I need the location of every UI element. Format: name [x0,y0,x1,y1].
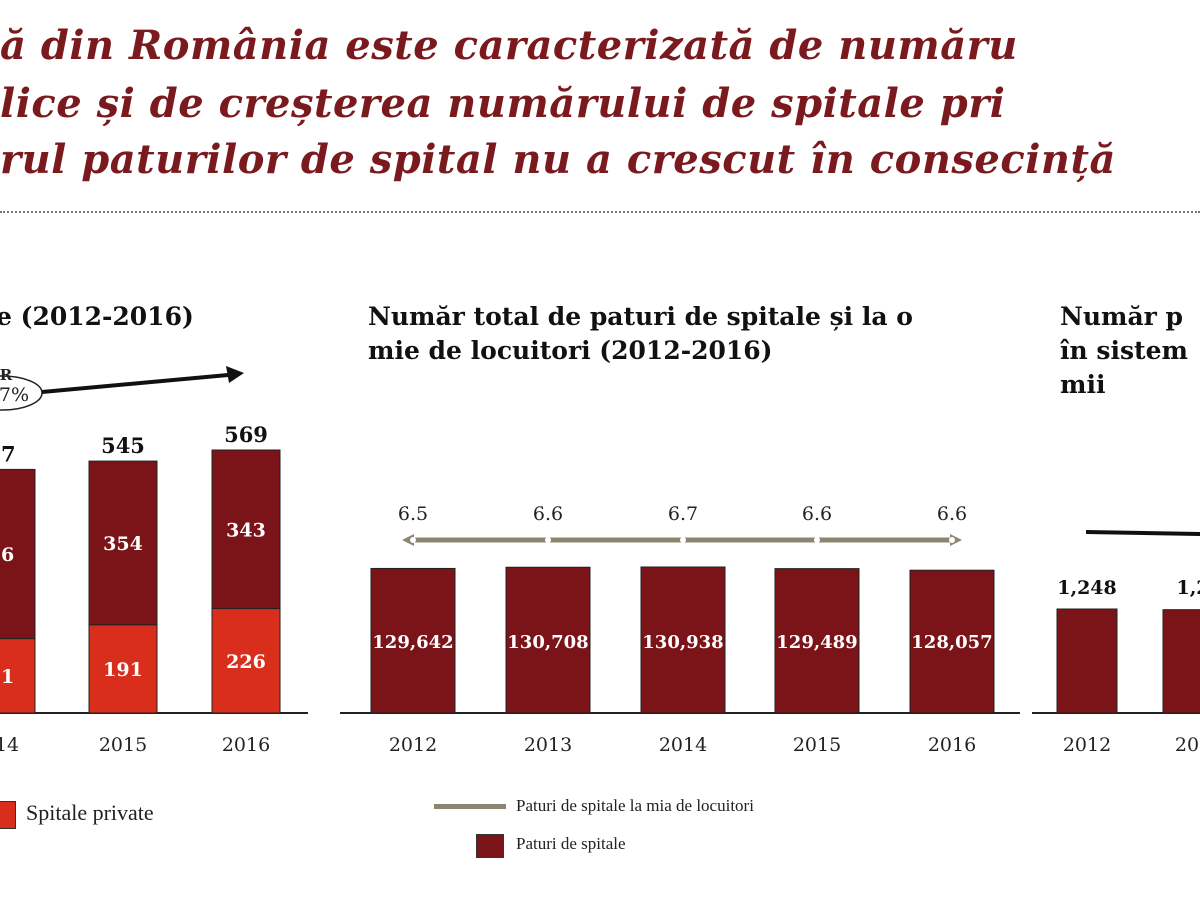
chart1-title: e (2012-2016) [0,302,194,331]
bar-beds-2016 [909,569,995,714]
legend-private-swatch [0,801,16,829]
headline-line-3: rul paturilor de spital nu a crescut în … [0,136,1116,183]
label-private-2016: 226 [226,651,266,673]
chart3-title-line1: Număr p [1060,302,1184,331]
label-beds-2015: 129,489 [776,632,857,653]
legend-bar-label: Paturi de spitale [516,834,626,853]
label-chart3-2012: 1,248 [1057,577,1117,599]
xtick-2015: 2015 [793,734,841,756]
xtick-2013: 2013 [524,734,572,756]
legend-bar-swatch [476,834,504,858]
bar-public-2016 [211,449,281,610]
label-private-2014: 61 [0,666,14,688]
dotted-separator [0,211,1200,213]
bar-beds-2012 [370,567,456,714]
xtick-chart3-2012: 2012 [1063,734,1111,756]
label-beds-2013: 130,708 [507,632,588,653]
label-chart3-201: 1,2 [1176,577,1200,599]
cagr-ellipse [0,375,43,411]
bar-public-2015 [88,460,158,626]
xtick-chart3-201: 201 [1175,734,1200,756]
xtick-2014: 014 [0,734,19,756]
line-point-2015 [814,537,820,543]
bar-beds-2013 [505,566,591,714]
headline-line-1: ă din România este caracterizată de numă… [0,22,1018,69]
xtick-2012: 2012 [389,734,437,756]
line-point-2012 [410,537,416,543]
label-per-1000-2012: 6.5 [398,503,428,525]
cagr-arrow-head [226,366,244,383]
headline-line-2: lice și de creșterea numărului de spital… [0,80,1006,127]
label-beds-2014: 130,938 [642,632,723,653]
bar-private-2016 [211,608,281,714]
line-arrow-right [950,534,962,546]
line-point-2013 [545,537,551,543]
chart3-trend-line [1085,530,1200,536]
chart2-title-line2: mie de locuitori (2012-2016) [368,336,773,365]
label-per-1000-2016: 6.6 [937,503,967,525]
label-public-2014: 66 [0,544,14,566]
bar-beds-2015 [774,568,860,714]
label-public-2016: 343 [226,519,266,541]
bar-private-2014 [0,638,36,714]
label-beds-2012: 129,642 [372,632,453,653]
legend-private-label: Spitale private [26,800,154,825]
label-per-1000-2013: 6.6 [533,503,563,525]
line-arrow-left [402,534,414,546]
bar-chart3-201 [1162,609,1200,714]
xtick-2016: 2016 [928,734,976,756]
bar-private-2015 [88,624,158,714]
label-per-1000-2014: 6.7 [668,503,698,525]
legend-line-swatch [434,804,506,809]
xtick-2016: 2016 [222,734,270,756]
cagr-label-top: R [0,366,13,384]
bar-chart3-2012 [1056,608,1118,714]
cagr-label: 7% [0,384,29,406]
line-point-2016 [949,537,955,543]
label-beds-2016: 128,057 [911,632,992,653]
label-total-2014: 27 [0,441,16,466]
line-point-2014 [680,537,686,543]
chart2-title-line1: Număr total de paturi de spitale și la o [368,302,913,331]
chart3-title-line3: mii [1060,370,1106,399]
label-total-2016: 569 [224,422,268,447]
xtick-2015: 2015 [99,734,147,756]
bar-public-2014 [0,468,36,640]
label-private-2015: 191 [103,659,143,681]
xtick-2014: 2014 [659,734,707,756]
label-per-1000-2015: 6.6 [802,503,832,525]
legend-line-label: Paturi de spitale la mia de locuitori [516,796,754,815]
label-public-2015: 354 [103,533,143,555]
cagr-arrow-line [41,373,229,394]
bar-beds-2014 [640,566,726,714]
label-total-2015: 545 [101,433,145,458]
chart3-title-line2: în sistem [1060,336,1188,365]
